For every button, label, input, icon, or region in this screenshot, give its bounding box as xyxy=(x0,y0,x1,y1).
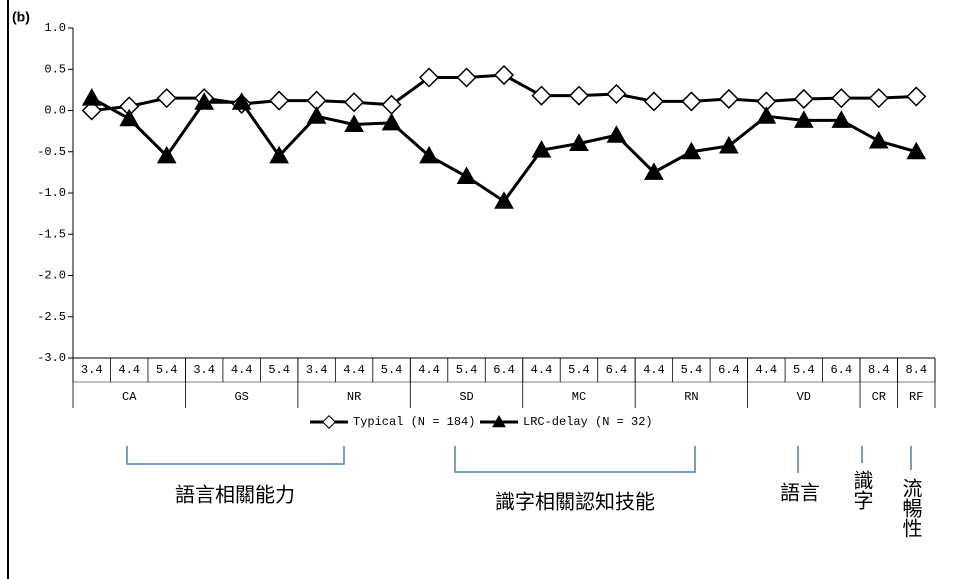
annotation: 識字相關認知技能 xyxy=(495,490,655,514)
point xyxy=(606,83,627,105)
point xyxy=(756,106,777,124)
point xyxy=(569,133,589,151)
point xyxy=(119,108,140,127)
x-tick-label: 6.4 xyxy=(606,363,628,377)
x-tick-label: 4.4 xyxy=(418,363,440,377)
y-tick-label: -2.5 xyxy=(37,310,66,324)
x-group-label: RN xyxy=(684,390,698,404)
x-group-label: CR xyxy=(872,390,886,404)
x-tick-label: 3.4 xyxy=(306,363,328,377)
point xyxy=(868,88,889,109)
y-tick-label: -0.5 xyxy=(37,145,66,159)
x-group-label: CA xyxy=(122,390,137,404)
point xyxy=(644,162,664,180)
x-tick-label: 6.4 xyxy=(830,363,852,377)
y-tick-label: 1.0 xyxy=(44,21,66,35)
brackets xyxy=(126,446,912,473)
legend-marker xyxy=(321,414,337,430)
x-tick-label: 4.4 xyxy=(231,363,253,377)
point xyxy=(456,166,477,184)
x-tick-label: 4.4 xyxy=(118,363,140,377)
x-group-label: MC xyxy=(572,390,586,404)
x-tick-label: 4.4 xyxy=(756,363,778,377)
point xyxy=(269,145,289,164)
point xyxy=(793,110,814,128)
x-tick-label: 5.4 xyxy=(156,363,178,377)
x-tick-label: 8.4 xyxy=(868,363,890,377)
x-tick-label: 5.4 xyxy=(793,363,815,377)
legend-label: LRC-delay (N = 32) xyxy=(523,415,653,429)
x-tick-label: 5.4 xyxy=(681,363,703,377)
panel-label: (b) xyxy=(12,9,30,25)
series-line xyxy=(91,96,917,204)
point xyxy=(381,112,402,131)
point xyxy=(456,67,477,88)
point xyxy=(643,91,664,112)
bracket xyxy=(454,446,696,473)
y-tick-label: 0.5 xyxy=(44,62,66,76)
point xyxy=(531,140,552,158)
point xyxy=(681,141,702,160)
legend-marker xyxy=(492,414,506,428)
x-tick-label: 6.4 xyxy=(493,363,515,377)
x-tick-label: 5.4 xyxy=(456,363,478,377)
x-group-label: GS xyxy=(234,390,248,404)
point xyxy=(906,141,927,160)
point xyxy=(681,91,702,112)
point xyxy=(81,100,102,121)
x-tick-label: 8.4 xyxy=(905,363,927,377)
point xyxy=(831,88,852,109)
y-tick-label: 0.0 xyxy=(44,104,66,118)
point xyxy=(231,92,252,110)
point xyxy=(494,191,514,209)
x-tick-label: 5.4 xyxy=(568,363,590,377)
x-tick-label: 4.4 xyxy=(343,363,365,377)
point xyxy=(906,86,927,107)
x-tick-label: 4.4 xyxy=(531,363,553,377)
point xyxy=(344,92,365,113)
point xyxy=(418,67,440,88)
x-tick-label: 5.4 xyxy=(381,363,403,377)
point xyxy=(493,64,515,86)
y-tick-label: -1.5 xyxy=(37,227,66,241)
point xyxy=(306,106,327,124)
annotation: 識字 xyxy=(850,470,874,510)
bracket xyxy=(126,446,345,465)
point xyxy=(344,114,364,133)
x-tick-label: 5.4 xyxy=(268,363,290,377)
y-tick-label: -1.0 xyxy=(37,186,66,200)
x-tick-label: 6.4 xyxy=(718,363,740,377)
point xyxy=(194,92,215,110)
point xyxy=(419,145,439,164)
y-tick-label: -3.0 xyxy=(37,351,66,365)
point xyxy=(81,88,102,106)
legend-label: Typical (N = 184) xyxy=(353,415,475,429)
y-tick-label: -2.0 xyxy=(37,269,66,283)
annotation: 語言 xyxy=(780,481,820,505)
point xyxy=(606,125,627,143)
point xyxy=(868,131,889,149)
x-tick-label: 3.4 xyxy=(81,363,103,377)
x-group-label: RF xyxy=(909,390,923,404)
point xyxy=(269,90,290,111)
point xyxy=(793,88,814,110)
x-group-label: SD xyxy=(459,390,473,404)
x-group-label: NR xyxy=(347,390,361,404)
point xyxy=(156,88,177,109)
annotation: 流暢性 xyxy=(899,478,923,538)
x-tick-label: 3.4 xyxy=(193,363,215,377)
annotation: 語言相關能力 xyxy=(175,483,295,507)
point xyxy=(568,85,590,106)
point xyxy=(831,110,852,128)
point xyxy=(156,145,177,164)
point xyxy=(531,85,552,106)
point xyxy=(718,88,739,110)
x-tick-label: 4.4 xyxy=(643,363,665,377)
x-group-label: VD xyxy=(797,390,811,404)
point xyxy=(719,135,739,154)
